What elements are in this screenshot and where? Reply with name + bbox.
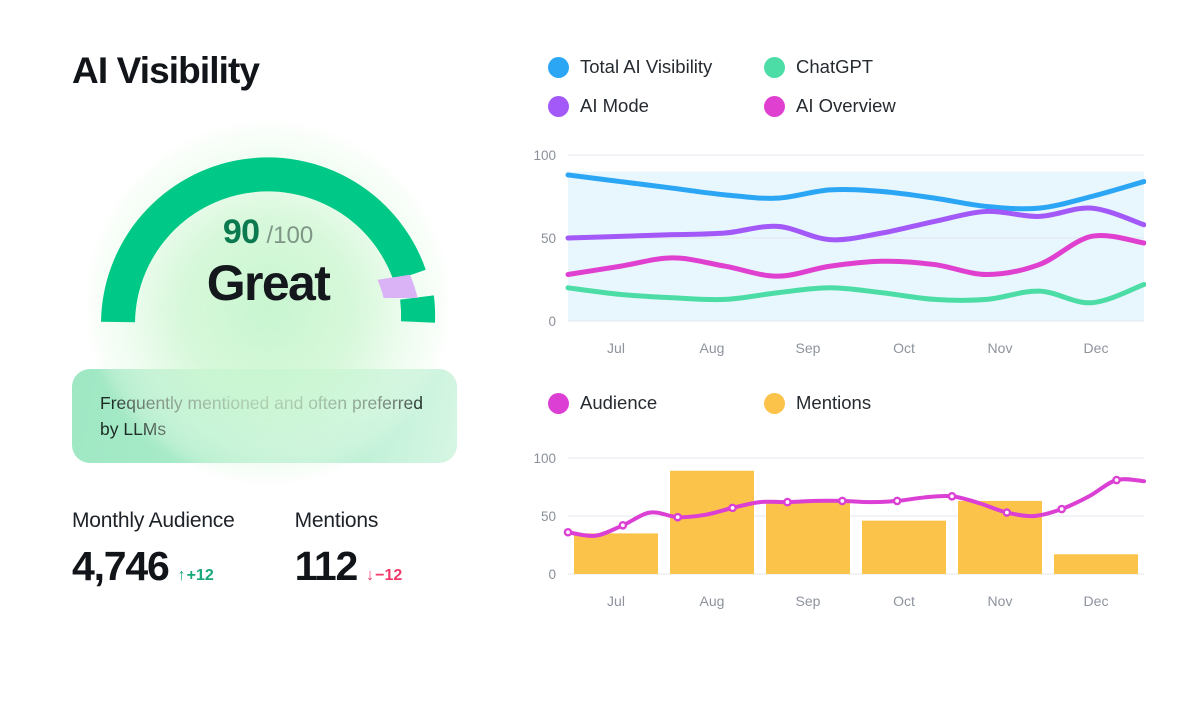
data-point-marker <box>618 520 628 530</box>
bar-chart-svg: 0 50 100 Jul Aug Sep Oct Nov Dec <box>533 451 1146 609</box>
x-axis-label: Aug <box>700 340 725 356</box>
charts-panel: Total AI Visibility ChatGPT AI Mode AI O… <box>496 0 1200 701</box>
bar <box>766 502 850 574</box>
metric-delta: ↓ −12 <box>366 567 402 585</box>
data-point-marker <box>673 512 683 522</box>
visibility-summary-panel: AI Visibility 90 /100 Great Frequently m… <box>0 0 496 701</box>
x-axis-label: Jul <box>607 340 625 356</box>
x-axis-label: Sep <box>796 340 821 356</box>
x-axis-label: Nov <box>988 340 1013 356</box>
x-axis-label: Sep <box>796 593 821 609</box>
x-axis-label: Oct <box>893 593 915 609</box>
ai-visibility-line-chart: 0 50 100 Jul Aug Sep Oct Nov Dec <box>516 143 1146 368</box>
bar <box>958 500 1042 574</box>
metrics-row: Monthly Audience 4,746 ↑ +12 Mentions 112… <box>72 509 496 590</box>
x-axis-label: Nov <box>988 593 1013 609</box>
metric-value: 4,746 <box>72 542 170 589</box>
data-point-marker <box>1002 508 1012 517</box>
legend-label: AI Mode <box>580 95 649 116</box>
legend-label: Audience <box>580 392 658 413</box>
x-axis-label: Aug <box>700 593 725 609</box>
gauge-arc-svg <box>101 157 436 323</box>
legend-item-ai-overview[interactable]: AI Overview <box>764 95 944 117</box>
page-title: AI Visibility <box>72 50 260 91</box>
data-point-marker <box>837 496 847 506</box>
audience-line-series <box>566 477 1146 538</box>
x-axis-label: Jul <box>607 593 625 609</box>
metric-monthly-audience: Monthly Audience 4,746 ↑ +12 <box>72 509 235 590</box>
data-point-marker <box>783 497 792 507</box>
line-series-ai-mode <box>565 205 1146 243</box>
metric-label: Mentions <box>294 508 379 532</box>
bar <box>862 520 946 574</box>
legend-item-mentions[interactable]: Mentions <box>764 392 944 414</box>
bar-chart-legend: Audience Mentions <box>548 392 948 414</box>
y-axis-tick: 0 <box>548 314 556 329</box>
legend-item-ai-mode[interactable]: AI Mode <box>548 95 764 117</box>
gauge-track-tail <box>400 295 436 323</box>
legend-color-dot <box>764 95 785 117</box>
line-chart-legend: Total AI Visibility ChatGPT AI Mode AI O… <box>548 56 948 117</box>
line-series-total-ai-visibility <box>565 172 1146 212</box>
arrow-up-icon: ↑ <box>177 566 186 584</box>
bar <box>574 533 658 574</box>
data-point-marker <box>1112 475 1121 485</box>
metric-delta: ↑ +12 <box>178 567 214 585</box>
x-axis-label: Dec <box>1084 593 1109 609</box>
line-series-ai-overview <box>565 233 1146 279</box>
legend-item-audience[interactable]: Audience <box>548 392 764 414</box>
legend-label: AI Overview <box>796 95 896 116</box>
metric-value: 112 <box>294 542 359 589</box>
arrow-down-icon: ↓ <box>366 566 375 584</box>
legend-item-chatgpt[interactable]: ChatGPT <box>764 56 944 78</box>
y-axis-tick: 50 <box>541 509 556 524</box>
legend-color-dot <box>764 56 785 78</box>
legend-color-dot <box>764 392 785 414</box>
bar <box>670 470 754 574</box>
metric-mentions: Mentions 112 ↓ −12 <box>295 509 403 590</box>
data-point-marker <box>563 527 573 537</box>
data-point-marker <box>892 496 902 506</box>
x-axis-label: Dec <box>1084 340 1109 356</box>
data-point-marker <box>1057 504 1067 514</box>
y-axis-tick: 0 <box>548 567 556 582</box>
y-axis-tick: 50 <box>541 231 556 246</box>
legend-color-dot <box>548 392 569 414</box>
y-axis-tick: 100 <box>533 451 556 466</box>
metric-label: Monthly Audience <box>72 508 235 532</box>
legend-label: Total AI Visibility <box>580 56 713 77</box>
legend-label: Mentions <box>796 392 872 413</box>
bar <box>1054 554 1138 574</box>
gauge-progress-arc <box>101 157 426 323</box>
legend-color-dot <box>548 95 569 117</box>
line-series-chatgpt <box>565 281 1146 306</box>
data-point-marker <box>947 491 957 501</box>
x-axis-label: Oct <box>893 340 915 356</box>
audience-mentions-bar-chart: 0 50 100 Jul Aug Sep Oct Nov Dec <box>516 448 1146 618</box>
metric-delta-value: −12 <box>375 566 403 584</box>
line-chart-svg: 0 50 100 Jul Aug Sep Oct Nov Dec <box>533 148 1146 356</box>
data-point-marker <box>728 503 737 513</box>
visibility-gauge: 90 /100 Great <box>68 117 468 479</box>
legend-color-dot <box>548 56 569 78</box>
metric-delta-value: +12 <box>186 566 214 584</box>
legend-label: ChatGPT <box>796 56 874 77</box>
y-axis-tick: 100 <box>533 148 556 163</box>
gauge-marker-wedge <box>377 274 418 298</box>
legend-item-total-ai-visibility[interactable]: Total AI Visibility <box>548 56 764 78</box>
